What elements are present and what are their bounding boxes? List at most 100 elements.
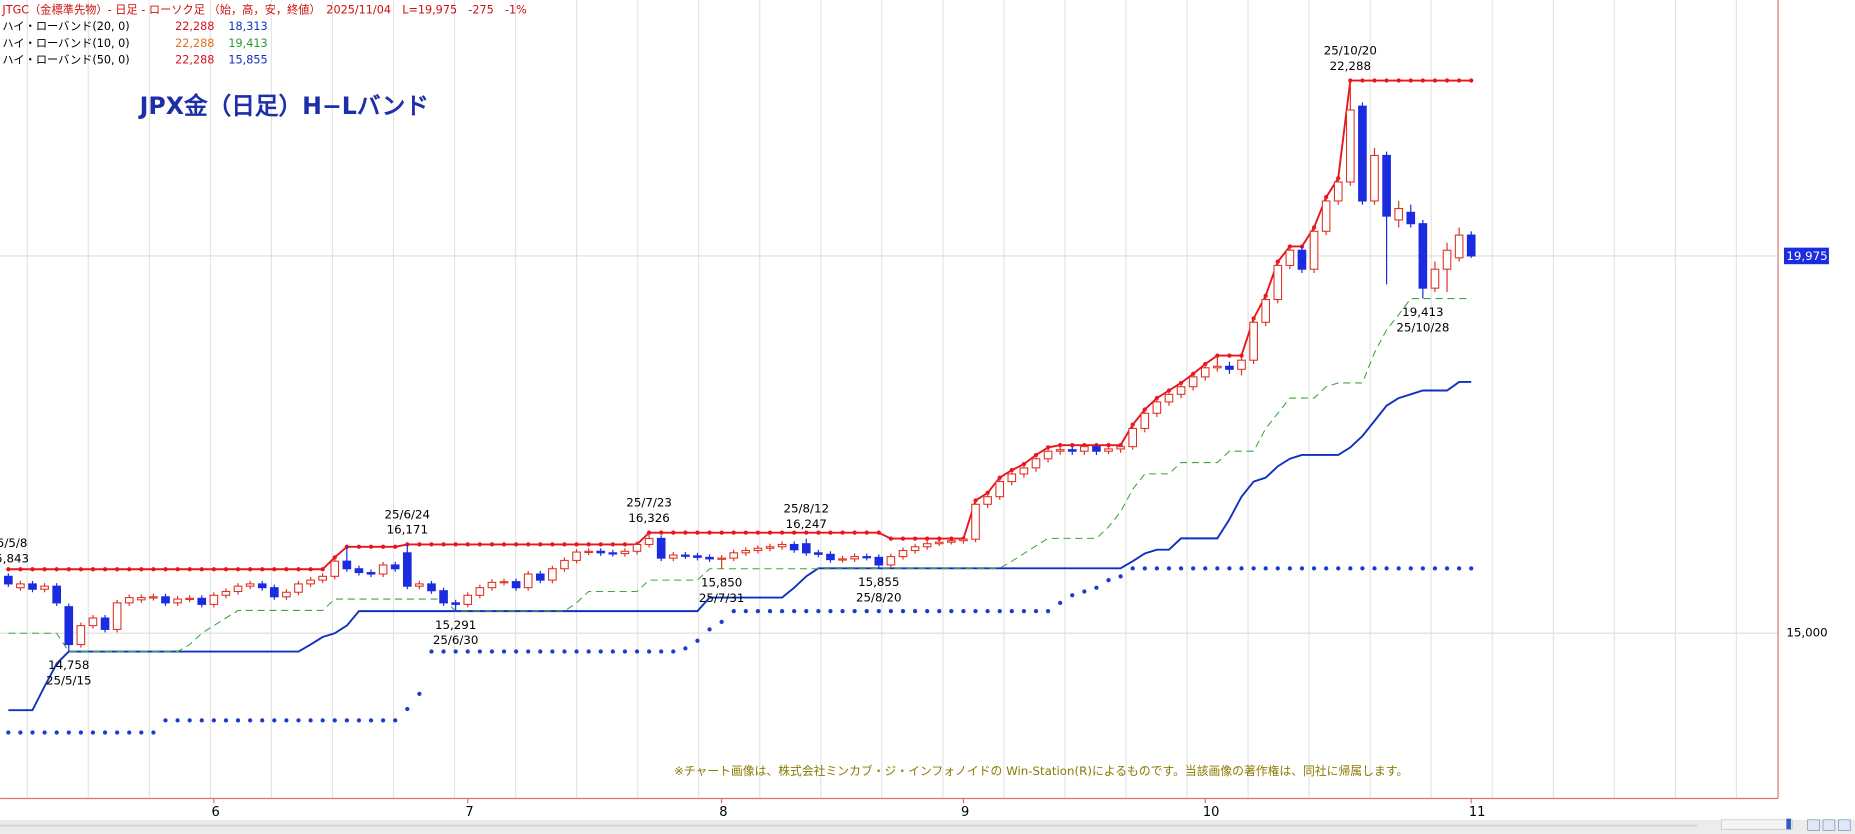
band-dot	[731, 530, 736, 535]
candle-body	[1055, 449, 1065, 452]
candle-body	[1213, 365, 1222, 369]
band-dot	[804, 609, 809, 614]
band-dot	[1311, 566, 1317, 571]
band-dot	[1444, 566, 1450, 571]
candle-body	[378, 564, 388, 575]
band-dot	[1239, 566, 1244, 571]
candle-body	[1333, 181, 1343, 202]
candle-body	[620, 550, 630, 555]
band-dot	[1203, 566, 1208, 571]
band-dot	[707, 627, 712, 632]
band-dot	[308, 567, 313, 572]
candle-body	[1176, 386, 1186, 395]
band-dot	[417, 542, 422, 547]
band-dot	[864, 530, 869, 535]
band-dot	[6, 730, 11, 735]
candle-body	[995, 481, 1005, 498]
band-dot	[828, 530, 833, 535]
band-dot	[211, 567, 216, 572]
candle-body	[668, 554, 678, 559]
band-dot	[1287, 566, 1292, 571]
annotation-price: 15,850	[701, 575, 742, 589]
copyright-note: ※チャート画像は、株式会社ミンカブ・ジ・インフォノイドの Win-Station…	[674, 764, 1408, 778]
candle-body	[1261, 299, 1271, 323]
band-dot	[344, 718, 349, 723]
band-dot	[441, 542, 446, 547]
band-dot	[985, 609, 990, 614]
band-dot	[876, 609, 881, 614]
candle-body	[741, 550, 751, 554]
candle-body	[451, 602, 460, 605]
band-dot	[779, 530, 785, 535]
candle-body	[1430, 268, 1440, 289]
candle-body	[947, 540, 956, 543]
candle-body	[88, 617, 98, 627]
candle-body	[826, 553, 835, 561]
band-dot	[610, 542, 615, 547]
zoom-thumb[interactable]	[1786, 818, 1792, 830]
candle-body	[124, 597, 134, 604]
x-tick-label: 7	[465, 805, 473, 820]
candle-body	[959, 538, 968, 542]
band-dot	[610, 649, 615, 654]
band-dot	[453, 542, 458, 547]
tool-button[interactable]	[1838, 819, 1851, 831]
band-dot	[719, 619, 724, 624]
candle-body	[1043, 450, 1053, 460]
candle-body	[257, 583, 267, 589]
band-dot	[260, 718, 265, 723]
band-dot	[586, 542, 591, 547]
candle-body	[765, 546, 775, 549]
candle-body	[560, 559, 569, 570]
band-dot	[320, 718, 325, 723]
annotation-date: 25/10/20	[1324, 43, 1377, 57]
zoom-slider[interactable]	[1720, 819, 1793, 830]
legend-upper: 22,288	[175, 53, 214, 66]
band-dot	[912, 609, 918, 614]
band-dot	[1130, 566, 1135, 571]
candle-body	[983, 496, 992, 505]
band-dot	[538, 542, 543, 547]
candle-body	[1200, 367, 1210, 378]
band-dot	[380, 718, 386, 723]
candle-body	[463, 594, 473, 605]
band-dot	[562, 649, 567, 654]
candle-body	[1273, 264, 1283, 301]
band-dot	[622, 542, 628, 547]
candle-body	[76, 625, 86, 646]
band-dot	[743, 530, 748, 535]
band-dot	[235, 718, 241, 723]
band-dot	[1227, 353, 1232, 358]
band-dot	[1432, 78, 1438, 83]
band-dot	[78, 730, 83, 735]
candle-body	[1406, 211, 1416, 225]
band-dot	[139, 730, 144, 735]
band-dot	[477, 542, 482, 547]
candle-body	[1418, 223, 1428, 289]
band-dot	[1009, 609, 1014, 614]
band-dot	[1058, 600, 1063, 605]
band-dot	[296, 718, 301, 723]
band-dot	[852, 609, 857, 614]
band-dot	[163, 567, 168, 572]
band-dot	[755, 530, 761, 535]
candle-body	[838, 558, 847, 561]
band-dot	[465, 649, 470, 654]
candle-body	[656, 537, 666, 559]
candle-body	[40, 585, 49, 590]
candle-body	[971, 503, 980, 540]
band-dot	[30, 567, 35, 572]
tool-button[interactable]	[1822, 819, 1836, 831]
candle-body	[1237, 359, 1246, 370]
tool-button[interactable]	[1807, 819, 1820, 831]
candle-body	[161, 596, 170, 604]
band-dot	[54, 567, 59, 572]
candle-body	[535, 573, 545, 581]
band-dot	[949, 536, 954, 541]
annotation-date: 25/5/15	[46, 674, 92, 688]
annotation-date: 25/7/31	[699, 591, 745, 605]
header: JTGC（金標準先物）- 日足 - ローソク足 （始，高，安，終値） 2025/…	[1, 3, 527, 17]
band-dot	[308, 718, 313, 723]
band-dot	[937, 536, 942, 541]
